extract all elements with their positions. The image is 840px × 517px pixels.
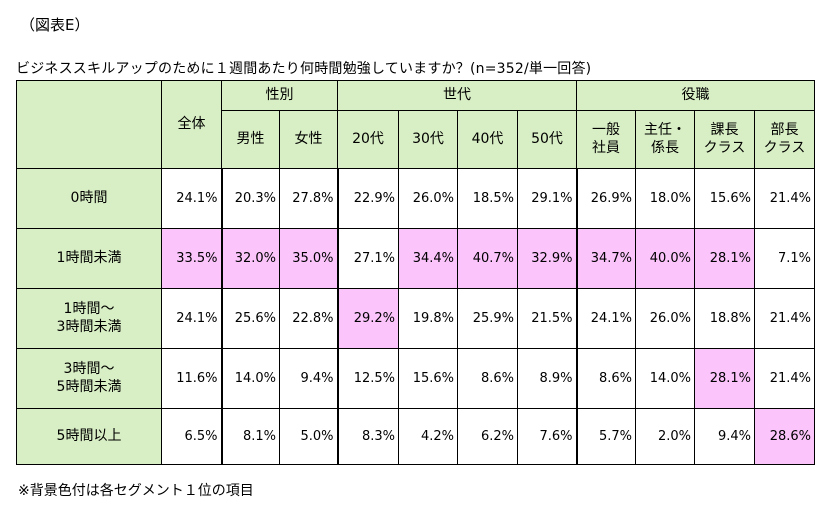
survey-question: ビジネススキルアップのために１週間あたり何時間勉強していますか？(n=352/単… (16, 61, 592, 77)
table-row: 5時間以上 6.5% 8.1% 5.0% 8.3% 4.2% 6.2% 7.6% 5.7% 2.0… (16, 408, 815, 465)
value-cell: 34.7% (575, 228, 636, 289)
value-cell: 28.1% (694, 228, 755, 289)
header-female: 女性 (279, 110, 338, 169)
value-cell: 21.5% (517, 288, 577, 349)
value-cell: 21.4% (754, 168, 815, 229)
value-cell: 20.3% (220, 168, 280, 229)
value-cell: 9.4% (694, 408, 755, 465)
value-cell: 9.4% (279, 348, 338, 409)
table-row: 1時間～ 3時間未満 24.1% 25.6% 22.8% 29.2% 19.8% 25.9% 2… (16, 288, 815, 349)
value-cell: 5.7% (575, 408, 636, 465)
survey-table: 全体 性別 世代 役職 男性 女性 20代 30代 40代 50代 一般 社員 主… (16, 80, 815, 465)
value-cell: 8.6% (457, 348, 518, 409)
value-cell: 6.5% (161, 408, 222, 465)
header-40s: 40代 (457, 110, 518, 169)
value-cell: 35.0% (279, 228, 338, 289)
value-cell: 7.1% (754, 228, 815, 289)
value-cell: 29.1% (517, 168, 577, 229)
table-row: 1時間未満 33.5% 32.0% 35.0% 27.1% 34.4% 40.7% 32.9%… (16, 228, 815, 289)
value-cell: 34.4% (398, 228, 458, 289)
value-cell: 15.6% (694, 168, 755, 229)
value-cell: 6.2% (457, 408, 518, 465)
corner-cell (16, 80, 162, 169)
row-label: 1時間～ 3時間未満 (16, 288, 162, 349)
value-cell: 28.1% (694, 348, 755, 409)
value-cell: 7.6% (517, 408, 577, 465)
value-cell: 2.0% (635, 408, 695, 465)
header-dept-manager: 部長 クラス (754, 110, 815, 169)
value-cell: 26.9% (575, 168, 636, 229)
value-cell: 27.1% (336, 228, 399, 289)
table-row: 3時間～ 5時間未満 11.6% 14.0% 9.4% 12.5% 15.6% 8.6% 8.9… (16, 348, 815, 409)
header-male: 男性 (221, 110, 280, 169)
value-cell: 18.8% (694, 288, 755, 349)
figure-label: （図表E） (20, 16, 90, 34)
value-cell: 4.2% (398, 408, 458, 465)
value-cell: 12.5% (336, 348, 399, 409)
value-cell: 24.1% (575, 288, 636, 349)
value-cell: 29.2% (336, 288, 399, 349)
value-cell: 26.0% (635, 288, 695, 349)
value-cell: 18.5% (457, 168, 518, 229)
value-cell: 14.0% (635, 348, 695, 409)
value-cell: 8.3% (336, 408, 399, 465)
value-cell: 25.9% (457, 288, 518, 349)
footnote: ※背景色付は各セグメント１位の項目 (18, 483, 254, 499)
value-cell: 21.4% (754, 348, 815, 409)
value-cell: 15.6% (398, 348, 458, 409)
value-cell: 24.1% (161, 168, 222, 229)
value-cell: 14.0% (220, 348, 280, 409)
value-cell: 22.8% (279, 288, 338, 349)
value-cell: 40.0% (635, 228, 695, 289)
value-cell: 5.0% (279, 408, 338, 465)
row-label: 5時間以上 (16, 408, 162, 465)
value-cell: 22.9% (336, 168, 399, 229)
value-cell: 21.4% (754, 288, 815, 349)
header-total: 全体 (161, 80, 222, 169)
value-cell: 40.7% (457, 228, 518, 289)
header-general-staff: 一般 社員 (576, 110, 636, 169)
header-section-manager: 課長 クラス (694, 110, 755, 169)
header-group-position: 役職 (576, 80, 815, 111)
header-group-gender: 性別 (221, 80, 338, 111)
value-cell: 8.9% (517, 348, 577, 409)
value-cell: 28.6% (754, 408, 815, 465)
value-cell: 27.8% (279, 168, 338, 229)
value-cell: 18.0% (635, 168, 695, 229)
value-cell: 11.6% (161, 348, 222, 409)
value-cell: 26.0% (398, 168, 458, 229)
value-cell: 32.9% (517, 228, 577, 289)
header-50s: 50代 (517, 110, 577, 169)
value-cell: 19.8% (398, 288, 458, 349)
row-label: 3時間～ 5時間未満 (16, 348, 162, 409)
row-label: 1時間未満 (16, 228, 162, 289)
row-label: 0時間 (16, 168, 162, 229)
header-20s: 20代 (337, 110, 399, 169)
header-30s: 30代 (398, 110, 458, 169)
header-group-generation: 世代 (337, 80, 577, 111)
value-cell: 33.5% (161, 228, 222, 289)
value-cell: 8.6% (575, 348, 636, 409)
value-cell: 25.6% (220, 288, 280, 349)
value-cell: 8.1% (220, 408, 280, 465)
value-cell: 24.1% (161, 288, 222, 349)
table-row: 0時間 24.1% 20.3% 27.8% 22.9% 26.0% 18.5% 29.1% 26… (16, 168, 815, 229)
header-chief: 主任・ 係長 (635, 110, 695, 169)
value-cell: 32.0% (220, 228, 280, 289)
